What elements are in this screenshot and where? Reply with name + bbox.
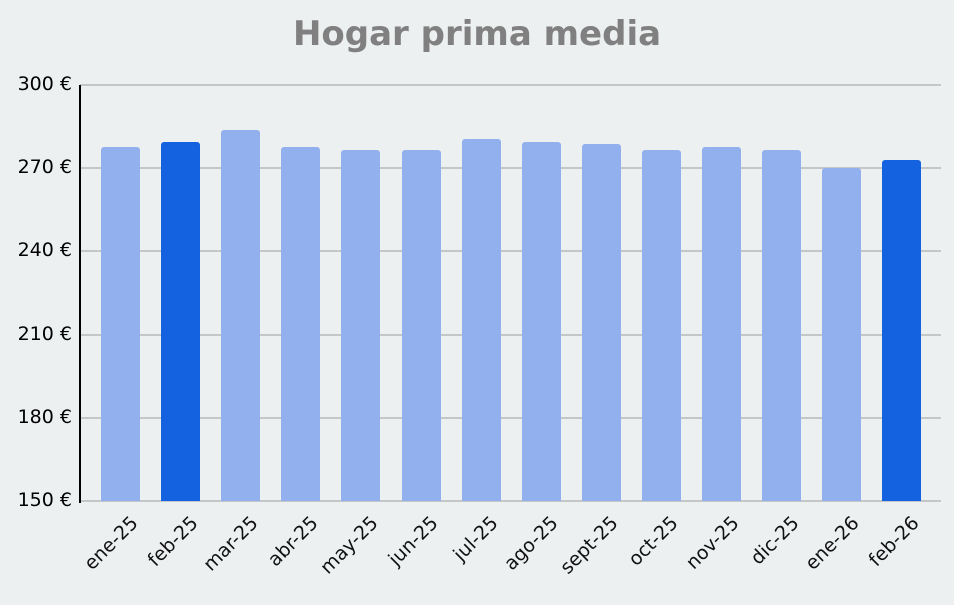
y-tick-label: 150 € <box>17 489 72 511</box>
bar-ago-25[interactable] <box>521 142 561 501</box>
bar-jun-25[interactable] <box>401 149 441 501</box>
bar-jul-25[interactable] <box>461 139 501 501</box>
bar-dic-25[interactable] <box>762 149 802 501</box>
y-tick-label: 300 € <box>17 73 72 95</box>
gridline <box>80 333 941 336</box>
y-tick-label: 210 € <box>17 322 72 345</box>
y-axis-line <box>79 85 81 503</box>
y-tick-label: 180 € <box>17 405 72 428</box>
gridline <box>80 416 941 419</box>
bar-sept-25[interactable] <box>581 144 621 501</box>
bar-ene-26[interactable] <box>822 167 862 501</box>
gridline <box>80 250 941 253</box>
bar-may-25[interactable] <box>341 149 381 501</box>
bar-feb-26[interactable] <box>882 159 922 501</box>
plot-area <box>80 84 941 502</box>
bar-feb-25[interactable] <box>161 142 201 501</box>
y-tick-label: 270 € <box>17 156 72 179</box>
y-tick-label: 240 € <box>17 239 72 262</box>
gridline <box>80 167 941 170</box>
bar-abr-25[interactable] <box>281 147 321 501</box>
bar-oct-25[interactable] <box>641 149 681 501</box>
gridline <box>80 500 941 502</box>
bar-ene-25[interactable] <box>101 147 140 501</box>
bar-mar-25[interactable] <box>221 129 261 501</box>
bar-nov-25[interactable] <box>702 147 741 501</box>
chart-title: Hogar prima media <box>292 14 662 54</box>
gridline <box>80 84 941 86</box>
